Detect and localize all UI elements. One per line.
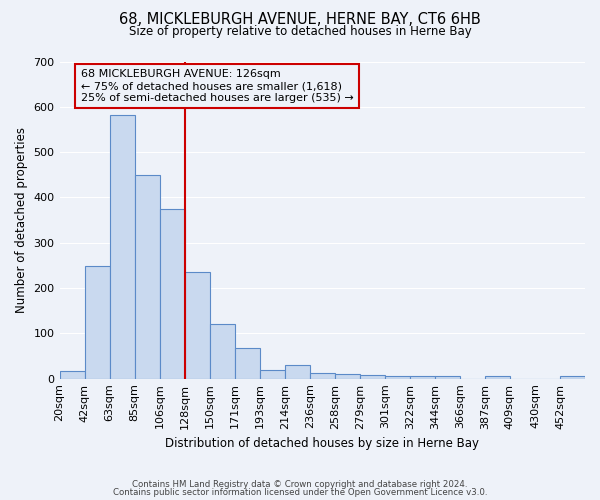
Bar bbox=[235, 348, 260, 378]
Text: 68, MICKLEBURGH AVENUE, HERNE BAY, CT6 6HB: 68, MICKLEBURGH AVENUE, HERNE BAY, CT6 6… bbox=[119, 12, 481, 28]
Bar bbox=[160, 209, 185, 378]
Text: Contains public sector information licensed under the Open Government Licence v3: Contains public sector information licen… bbox=[113, 488, 487, 497]
Text: 68 MICKLEBURGH AVENUE: 126sqm
← 75% of detached houses are smaller (1,618)
25% o: 68 MICKLEBURGH AVENUE: 126sqm ← 75% of d… bbox=[80, 70, 353, 102]
Bar bbox=[410, 376, 435, 378]
Bar bbox=[435, 376, 460, 378]
Bar bbox=[360, 375, 385, 378]
Bar bbox=[59, 370, 85, 378]
Bar bbox=[85, 266, 110, 378]
Bar bbox=[310, 373, 335, 378]
Bar bbox=[285, 364, 310, 378]
Text: Contains HM Land Registry data © Crown copyright and database right 2024.: Contains HM Land Registry data © Crown c… bbox=[132, 480, 468, 489]
Bar bbox=[209, 324, 235, 378]
Y-axis label: Number of detached properties: Number of detached properties bbox=[15, 127, 28, 313]
Bar bbox=[185, 272, 209, 378]
Bar bbox=[485, 376, 510, 378]
Bar bbox=[134, 175, 160, 378]
Bar bbox=[385, 376, 410, 378]
Bar bbox=[335, 374, 360, 378]
Bar bbox=[260, 370, 285, 378]
Text: Size of property relative to detached houses in Herne Bay: Size of property relative to detached ho… bbox=[128, 25, 472, 38]
X-axis label: Distribution of detached houses by size in Herne Bay: Distribution of detached houses by size … bbox=[165, 437, 479, 450]
Bar bbox=[560, 376, 585, 378]
Bar bbox=[110, 114, 134, 378]
